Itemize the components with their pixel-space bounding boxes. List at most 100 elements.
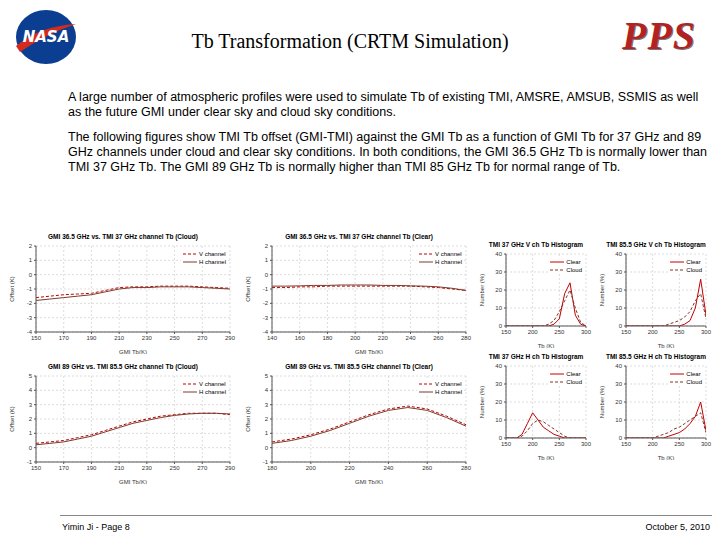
svg-text:200: 200	[648, 329, 659, 335]
svg-text:Number (%): Number (%)	[479, 386, 485, 418]
svg-text:0: 0	[29, 445, 33, 451]
svg-text:2: 2	[29, 243, 33, 249]
svg-text:40: 40	[615, 251, 622, 257]
svg-text:270: 270	[197, 335, 208, 341]
svg-text:Tb (K): Tb (K)	[658, 455, 675, 460]
svg-text:150: 150	[621, 441, 632, 447]
svg-text:200: 200	[528, 329, 539, 335]
svg-text:250: 250	[170, 465, 181, 471]
svg-text:-1: -1	[27, 459, 33, 465]
svg-text:-1: -1	[263, 286, 269, 292]
svg-text:220: 220	[378, 335, 389, 341]
svg-text:290: 290	[225, 465, 236, 471]
svg-text:1: 1	[29, 257, 33, 263]
svg-text:-3: -3	[27, 315, 33, 321]
svg-text:150: 150	[31, 335, 42, 341]
svg-text:280: 280	[461, 335, 472, 341]
svg-text:Offset (K): Offset (K)	[9, 406, 15, 432]
svg-text:160: 160	[295, 335, 306, 341]
svg-text:0: 0	[265, 445, 269, 451]
svg-text:150: 150	[31, 465, 42, 471]
svg-text:30: 30	[615, 381, 622, 387]
svg-text:0: 0	[265, 272, 269, 278]
svg-text:2: 2	[265, 243, 269, 249]
svg-text:0: 0	[619, 435, 623, 441]
svg-text:Offset (K): Offset (K)	[9, 276, 15, 302]
svg-text:Number (%): Number (%)	[599, 386, 605, 418]
svg-text:Tb (K): Tb (K)	[658, 343, 675, 348]
svg-text:3: 3	[29, 402, 33, 408]
svg-text:210: 210	[114, 335, 125, 341]
svg-text:30: 30	[495, 381, 502, 387]
svg-text:Tb (K): Tb (K)	[538, 455, 555, 460]
svg-text:170: 170	[59, 465, 70, 471]
svg-text:2: 2	[29, 416, 33, 422]
svg-text:300: 300	[701, 441, 712, 447]
svg-text:210: 210	[114, 465, 125, 471]
svg-text:1: 1	[29, 430, 33, 436]
svg-text:10: 10	[495, 305, 502, 311]
svg-text:240: 240	[383, 465, 394, 471]
svg-text:GMI Tb(K): GMI Tb(K)	[355, 479, 383, 484]
svg-text:-2: -2	[263, 300, 269, 306]
svg-text:-4: -4	[263, 329, 269, 335]
svg-text:-1: -1	[27, 286, 33, 292]
svg-text:2: 2	[265, 416, 269, 422]
svg-text:250: 250	[674, 329, 685, 335]
svg-text:4: 4	[29, 387, 33, 393]
svg-text:-2: -2	[27, 300, 33, 306]
svg-text:180: 180	[267, 465, 278, 471]
svg-text:3: 3	[265, 402, 269, 408]
svg-text:10: 10	[615, 417, 622, 423]
svg-text:240: 240	[406, 335, 417, 341]
svg-text:280: 280	[461, 465, 472, 471]
svg-text:0: 0	[499, 435, 503, 441]
svg-text:20: 20	[615, 399, 622, 405]
svg-text:40: 40	[615, 363, 622, 369]
svg-text:300: 300	[581, 329, 592, 335]
svg-text:170: 170	[59, 335, 70, 341]
svg-text:Number (%): Number (%)	[599, 274, 605, 306]
svg-text:Offset (K): Offset (K)	[245, 406, 251, 432]
svg-text:-1: -1	[263, 459, 269, 465]
svg-text:260: 260	[433, 335, 444, 341]
svg-text:150: 150	[501, 441, 512, 447]
svg-text:1: 1	[265, 257, 269, 263]
svg-text:300: 300	[581, 441, 592, 447]
svg-text:250: 250	[554, 329, 565, 335]
svg-text:10: 10	[495, 417, 502, 423]
svg-text:5: 5	[265, 373, 269, 379]
svg-text:220: 220	[345, 465, 356, 471]
svg-text:200: 200	[528, 441, 539, 447]
svg-text:140: 140	[267, 335, 278, 341]
svg-text:180: 180	[322, 335, 333, 341]
svg-text:300: 300	[701, 329, 712, 335]
svg-text:250: 250	[674, 441, 685, 447]
svg-text:Offset (K): Offset (K)	[245, 276, 251, 302]
svg-text:-4: -4	[27, 329, 33, 335]
svg-text:200: 200	[648, 441, 659, 447]
svg-text:250: 250	[554, 441, 565, 447]
svg-text:Number (%): Number (%)	[479, 274, 485, 306]
svg-text:230: 230	[142, 465, 153, 471]
svg-text:230: 230	[142, 335, 153, 341]
svg-text:200: 200	[350, 335, 361, 341]
svg-text:1: 1	[265, 430, 269, 436]
svg-text:GMI Tb(K): GMI Tb(K)	[119, 349, 147, 354]
svg-text:30: 30	[495, 269, 502, 275]
svg-text:150: 150	[501, 329, 512, 335]
svg-text:150: 150	[621, 329, 632, 335]
svg-text:40: 40	[495, 363, 502, 369]
svg-text:30: 30	[615, 269, 622, 275]
svg-text:290: 290	[225, 335, 236, 341]
svg-text:-3: -3	[263, 315, 269, 321]
svg-text:GMI Tb(K): GMI Tb(K)	[355, 349, 383, 354]
svg-text:270: 270	[197, 465, 208, 471]
svg-text:20: 20	[615, 287, 622, 293]
svg-text:40: 40	[495, 251, 502, 257]
svg-text:4: 4	[265, 387, 269, 393]
svg-text:Tb (K): Tb (K)	[538, 343, 555, 348]
svg-text:250: 250	[170, 335, 181, 341]
svg-text:260: 260	[422, 465, 433, 471]
svg-text:190: 190	[86, 465, 97, 471]
